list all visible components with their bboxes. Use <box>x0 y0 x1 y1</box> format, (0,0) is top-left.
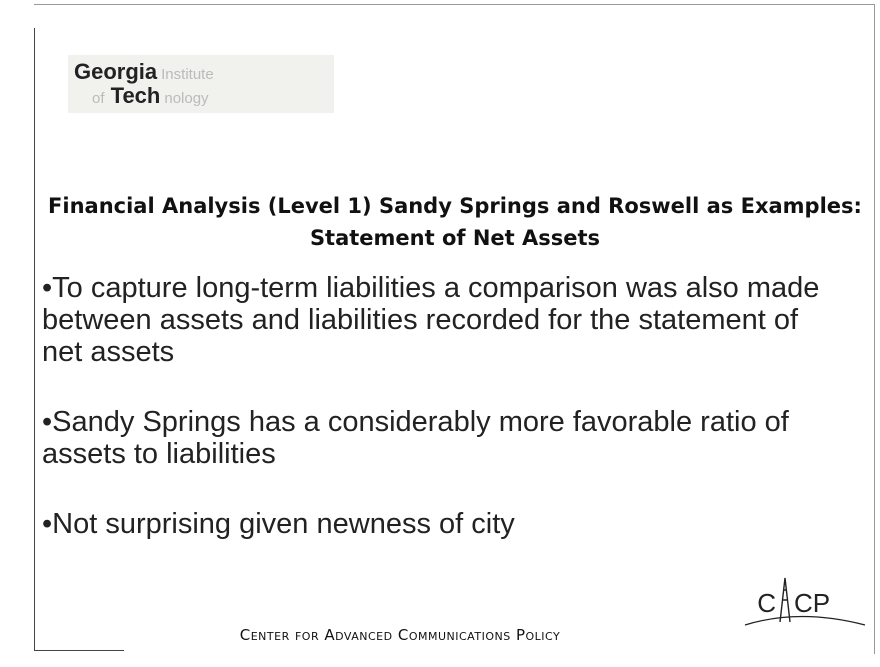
logo-text: CP <box>794 588 830 618</box>
frame-line <box>34 4 874 5</box>
logo-word: Institute <box>161 66 214 83</box>
bullet-list: •To capture long-term liabilities a comp… <box>42 272 832 578</box>
logo-word: Georgia <box>74 59 158 84</box>
logo-word: of <box>92 90 105 107</box>
frame-line <box>874 4 875 654</box>
bullet: •To capture long-term liabilities a comp… <box>42 272 820 368</box>
frame-line <box>34 650 124 651</box>
cacp-logo: C CP <box>744 577 866 626</box>
bullet: •Sandy Springs has a considerably more f… <box>42 406 789 470</box>
logo-arc <box>744 615 866 626</box>
logo-line: Georgia Institute <box>74 59 214 85</box>
slide-title: Financial Analysis (Level 1) Sandy Sprin… <box>48 194 862 250</box>
footer: Center for Advanced Communications Polic… <box>239 626 561 644</box>
logo-line: of Tech nology <box>88 83 209 109</box>
bullet: •Not surprising given newness of city <box>42 508 515 540</box>
frame-line <box>34 28 35 650</box>
logo-word: nology <box>164 90 209 107</box>
logo-text: C <box>757 588 776 618</box>
logo-word: Tech <box>110 83 161 108</box>
georgia-tech-logo: Georgia Institute of Tech nology <box>68 55 334 113</box>
logo-tower <box>779 577 791 623</box>
